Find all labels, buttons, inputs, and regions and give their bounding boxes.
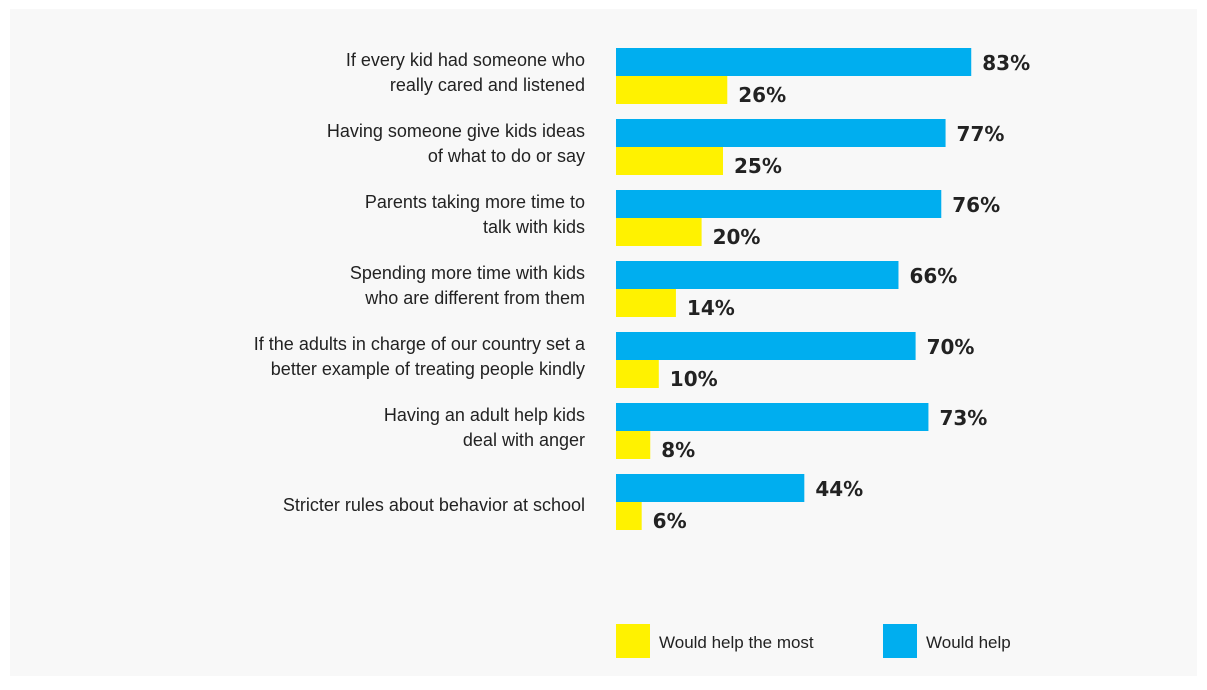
chart-panel [10,9,1197,676]
value-label-would-help: 66% [909,264,957,288]
bar-would-help [616,474,805,502]
bar-would-help [616,261,899,289]
value-label-would-help-most: 6% [653,509,687,533]
value-label-would-help: 73% [939,406,987,430]
bar-would-help [616,403,929,431]
value-label-would-help: 44% [815,477,863,501]
value-label-would-help-most: 8% [661,438,695,462]
bar-would-help-most [616,360,659,388]
value-label-would-help: 70% [927,335,975,359]
legend-swatch [616,624,650,658]
value-label-would-help-most: 26% [738,83,786,107]
category-label: Having an adult help kids [384,405,585,425]
value-label-would-help: 77% [957,122,1005,146]
category-label: If the adults in charge of our country s… [254,334,586,354]
bar-would-help-most [616,147,723,175]
bar-would-help [616,332,916,360]
bar-would-help-most [616,431,651,459]
category-label: deal with anger [463,430,585,450]
category-label: really cared and listened [390,75,585,95]
value-label-would-help: 83% [982,51,1030,75]
category-label: talk with kids [483,217,585,237]
bar-would-help-most [616,218,702,246]
value-label-would-help: 76% [952,193,1000,217]
bar-would-help-most [616,289,676,317]
legend-swatch [883,624,917,658]
category-label: of what to do or say [428,146,585,166]
legend-label: Would help the most [659,633,814,652]
category-label: Stricter rules about behavior at school [283,495,585,515]
bar-would-help [616,48,972,76]
category-label: who are different from them [364,288,585,308]
legend-label: Would help [926,633,1011,652]
category-label: If every kid had someone who [346,50,585,70]
category-label: better example of treating people kindly [271,359,585,379]
category-label: Having someone give kids ideas [327,121,585,141]
value-label-would-help-most: 10% [670,367,718,391]
value-label-would-help-most: 25% [734,154,782,178]
category-label: Parents taking more time to [365,192,585,212]
value-label-would-help-most: 20% [713,225,761,249]
bar-would-help-most [616,76,728,104]
bar-would-help-most [616,502,642,530]
value-label-would-help-most: 14% [687,296,735,320]
bar-would-help [616,190,942,218]
category-label: Spending more time with kids [350,263,585,283]
bar-would-help [616,119,946,147]
